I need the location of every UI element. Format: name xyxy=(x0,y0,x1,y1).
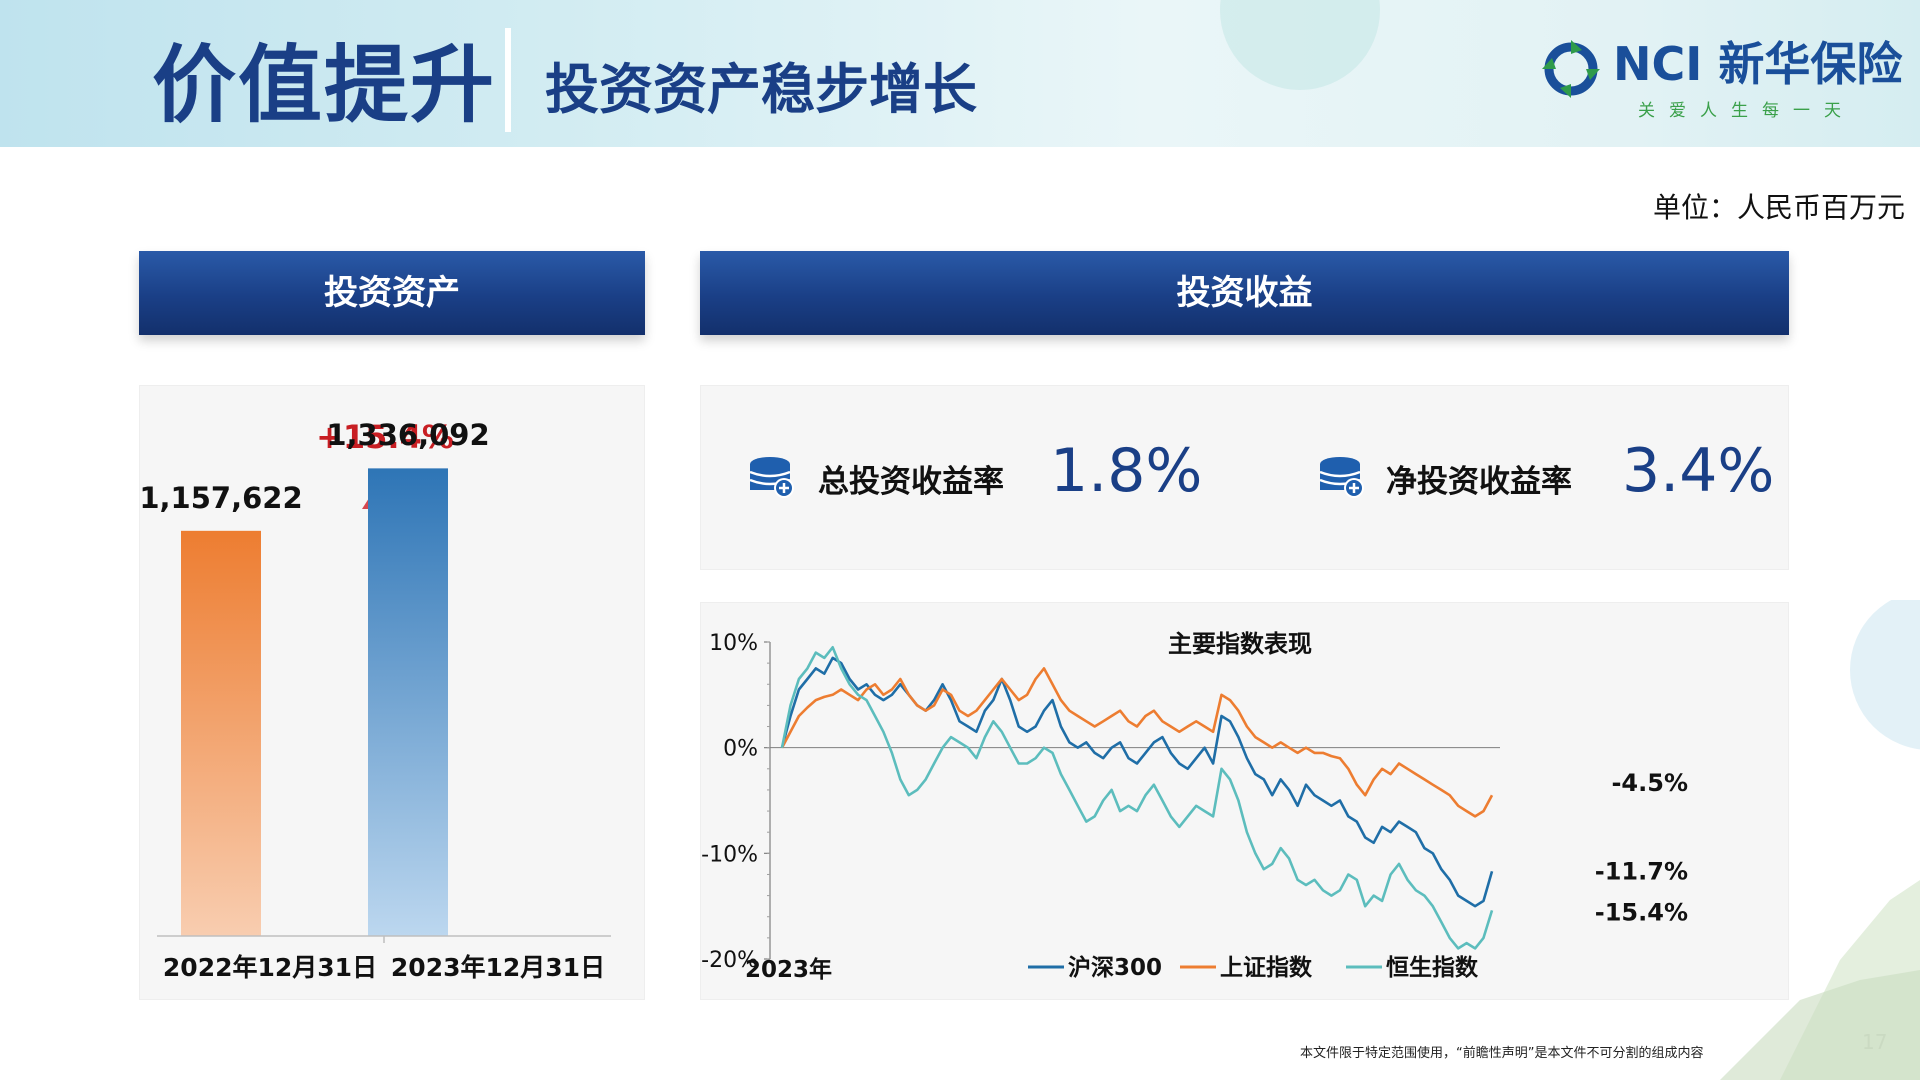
bar-value-label: 1,336,092 xyxy=(326,418,490,453)
index-performance-line-chart: 10% 0% -10% -20% -11.7% -4.5% -15.4% 2023年 沪深300… xyxy=(701,631,1688,983)
y-tick-label: -20% xyxy=(701,948,758,973)
page-subtitle: 投资资产稳步增长 xyxy=(545,58,977,121)
legend-label: 上证指数 xyxy=(1220,955,1313,981)
bar-0 xyxy=(181,530,261,936)
bar-value-label: 1,157,622 xyxy=(139,480,303,515)
decorative-landscape xyxy=(1720,600,1920,1080)
bar-1 xyxy=(368,468,448,936)
series-end-label: -4.5% xyxy=(1611,769,1688,797)
panel-title-investment-income: 投资收益 xyxy=(700,251,1789,335)
y-tick-label: 10% xyxy=(709,631,758,656)
page-title: 价值提升 xyxy=(152,36,497,134)
net-yield-value: 3.4% xyxy=(1622,436,1775,506)
total-yield-label: 总投资收益率 xyxy=(818,464,1004,500)
growth-label: +15.4% xyxy=(316,418,454,456)
index-chart-panel xyxy=(700,602,1789,1000)
logo-slogan: 关爱人生每一天 xyxy=(1638,101,1855,121)
company-logo: NCI 新华保险 关爱人生每一天 xyxy=(1538,36,1902,126)
footer-disclaimer: 本文件限于特定范围使用，“前瞻性声明”是本文件不可分割的组成内容 xyxy=(1300,1046,1704,1061)
series-line-2 xyxy=(780,645,1494,950)
series-end-label: -15.4% xyxy=(1595,898,1688,926)
coin-stack-icon xyxy=(1319,457,1364,498)
y-tick-label: 0% xyxy=(723,737,758,762)
logo-text: NCI 新华保险 xyxy=(1613,37,1903,91)
decorative-circles xyxy=(1220,0,1380,90)
series-end-label: -11.7% xyxy=(1595,857,1688,885)
net-yield-label: 净投资收益率 xyxy=(1386,464,1572,500)
legend-label: 沪深300 xyxy=(1068,954,1162,981)
unit-label: 单位：人民币百万元 xyxy=(1652,191,1905,224)
legend-label: 恒生指数 xyxy=(1386,955,1479,981)
series-line-0 xyxy=(780,656,1494,908)
line-chart-title: 主要指数表现 xyxy=(1168,630,1312,658)
bar-category-2023: 2023年12月31日 xyxy=(390,953,606,982)
logo-ring-icon xyxy=(1542,40,1600,98)
y-tick-label: -10% xyxy=(701,842,758,867)
coin-stack-icon xyxy=(749,457,794,498)
investment-assets-bar-chart xyxy=(157,468,611,943)
bar-category-2022: 2022年12月31日 xyxy=(162,953,378,982)
total-yield-value: 1.8% xyxy=(1050,436,1203,506)
investment-yield-panel xyxy=(700,385,1789,570)
x-axis-label: 2023年 xyxy=(745,956,832,983)
series-line-1 xyxy=(780,667,1494,818)
panel-title-investment-assets: 投资资产 xyxy=(139,251,645,335)
header-banner xyxy=(0,0,1920,147)
title-divider xyxy=(505,28,511,132)
